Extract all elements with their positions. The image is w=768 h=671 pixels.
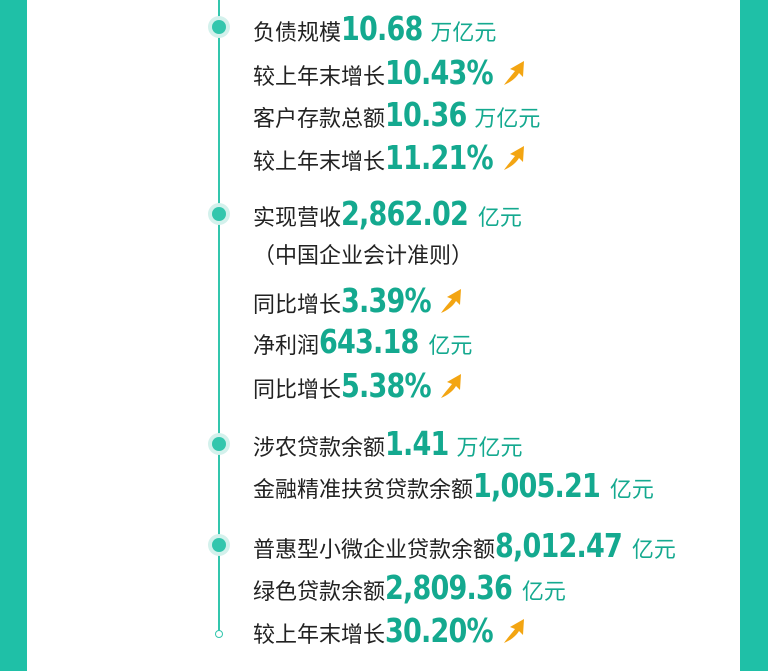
stat-value: 1.41 (385, 424, 449, 463)
stat-row-revenue-growth: 同比增长 3.39% (253, 282, 465, 317)
stat-row-microbusiness-loans: 普惠型小微企业贷款余额 8,012.47 亿元 (253, 529, 676, 562)
stat-row-deposits-growth: 较上年末增长 11.21% (253, 139, 528, 174)
stat-row-green-loans: 绿色贷款余额 2,809.36 亿元 (253, 571, 566, 604)
stat-unit: 万亿元 (456, 436, 523, 461)
up-arrow-icon (437, 371, 465, 401)
stat-value: 1,005.21 (473, 466, 601, 505)
stat-label: 客户存款总额 (253, 107, 386, 132)
stat-row-agri-loans: 涉农贷款余额 1.41 万亿元 (253, 427, 522, 460)
timeline-line (218, 0, 220, 636)
stat-row-revenue: 实现营收 2,862.02 亿元 (253, 197, 522, 230)
stat-value: 10.68 (341, 9, 423, 48)
stat-label: （中国企业会计准则） (253, 244, 474, 269)
up-arrow-icon (500, 58, 528, 88)
stat-value: 3.39% (341, 281, 432, 320)
stat-value: 2,809.36 (385, 568, 513, 607)
stat-row-poverty-loans: 金融精准扶贫贷款余额 1,005.21 亿元 (253, 469, 654, 502)
stat-label: 绿色贷款余额 (253, 580, 386, 605)
stat-label: 净利润 (253, 334, 320, 359)
stat-label: 较上年末增长 (253, 150, 386, 175)
stat-label: 负债规模 (253, 21, 342, 46)
content-panel (27, 0, 740, 671)
stat-value: 10.36 (385, 95, 467, 134)
timeline-dot-3 (212, 437, 226, 451)
up-arrow-icon (500, 616, 528, 646)
stat-label: 较上年末增长 (253, 65, 386, 90)
stat-value: 2,862.02 (341, 194, 469, 233)
up-arrow-icon (500, 143, 528, 173)
stat-label: 较上年末增长 (253, 623, 386, 648)
stat-row-net-profit-growth: 同比增长 5.38% (253, 367, 465, 402)
stat-row-net-profit: 净利润 643.18 亿元 (253, 325, 472, 358)
stat-unit: 亿元 (521, 580, 566, 605)
stat-label: 涉农贷款余额 (253, 436, 386, 461)
stat-unit: 亿元 (428, 334, 473, 359)
stat-row-green-loans-growth: 较上年末增长 30.20% (253, 612, 528, 647)
stat-value: 643.18 (319, 322, 419, 361)
stat-row-accounting-standard: （中国企业会计准则） (253, 246, 473, 268)
stat-row-deposits: 客户存款总额 10.36 万亿元 (253, 98, 540, 131)
stat-label: 同比增长 (253, 293, 342, 318)
stat-label: 普惠型小微企业贷款余额 (253, 538, 496, 563)
timeline-end-dot (215, 630, 223, 638)
stat-value: 5.38% (341, 366, 432, 405)
stat-row-liabilities-growth: 较上年末增长 10.43% (253, 54, 528, 89)
timeline-dot-4 (212, 538, 226, 552)
stat-value: 30.20% (385, 611, 494, 650)
stat-unit: 亿元 (631, 538, 676, 563)
stat-value: 10.43% (385, 53, 494, 92)
up-arrow-icon (437, 286, 465, 316)
stat-value: 8,012.47 (495, 526, 623, 565)
stat-label: 实现营收 (253, 206, 342, 231)
stat-label: 同比增长 (253, 378, 342, 403)
stat-unit: 万亿元 (474, 107, 541, 132)
timeline-dot-2 (212, 207, 226, 221)
timeline-dot-1 (212, 20, 226, 34)
stat-unit: 万亿元 (430, 21, 497, 46)
stat-row-liabilities: 负债规模 10.68 万亿元 (253, 12, 496, 45)
stat-value: 11.21% (385, 138, 494, 177)
stat-unit: 亿元 (477, 206, 522, 231)
stat-label: 金融精准扶贫贷款余额 (253, 478, 474, 503)
stat-unit: 亿元 (609, 478, 654, 503)
